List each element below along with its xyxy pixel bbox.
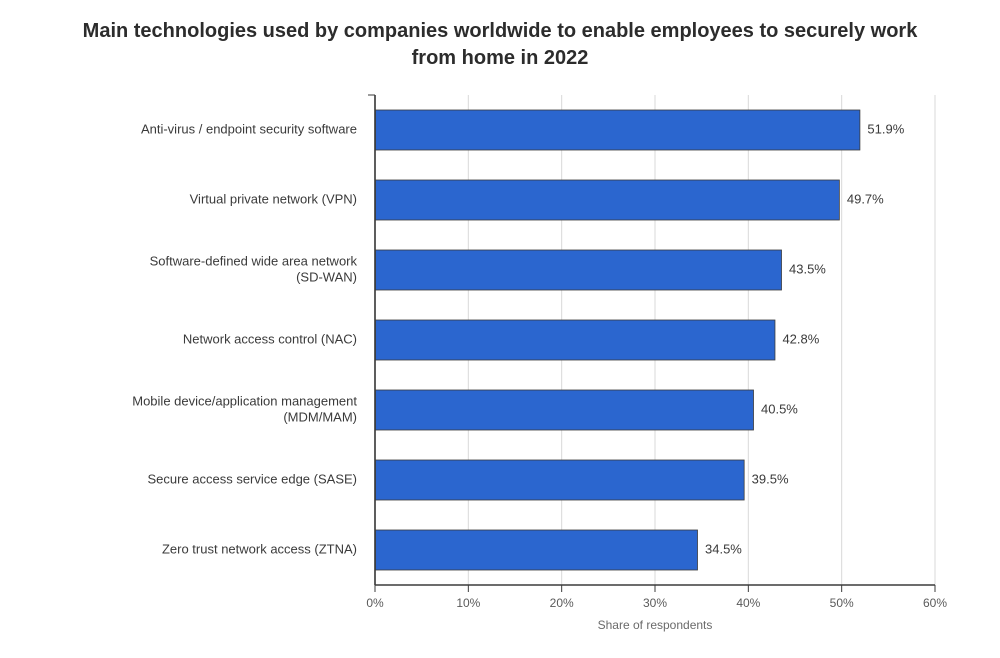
bar-value-label: 51.9%	[867, 121, 904, 136]
x-tick-label: 40%	[736, 596, 760, 610]
bar	[376, 530, 698, 570]
bar	[376, 320, 775, 360]
bar	[376, 250, 782, 290]
x-tick-label: 10%	[456, 596, 480, 610]
category-label: Anti-virus / endpoint security software	[141, 121, 357, 136]
category-label: Virtual private network (VPN)	[190, 191, 357, 206]
bar-value-label: 40.5%	[761, 401, 798, 416]
bar-value-label: 39.5%	[752, 471, 789, 486]
bar	[376, 110, 860, 150]
category-label: Mobile device/application management(MDM…	[132, 393, 357, 424]
x-axis-label: Share of respondents	[598, 618, 713, 632]
bar-chart: 0% 10% 20% 30% 40% 50% 60% 51.9% Anti-virus / en…	[0, 0, 1000, 658]
x-tick-label: 50%	[830, 596, 854, 610]
bar-value-label: 42.8%	[782, 331, 819, 346]
bar-value-label: 43.5%	[789, 261, 826, 276]
bar	[376, 390, 754, 430]
x-tick-label: 60%	[923, 596, 947, 610]
bar-value-label: 34.5%	[705, 541, 742, 556]
x-tick-label: 30%	[643, 596, 667, 610]
category-label: Network access control (NAC)	[183, 331, 357, 346]
category-label: Secure access service edge (SASE)	[147, 471, 357, 486]
category-label: Zero trust network access (ZTNA)	[162, 541, 357, 556]
x-tick-label: 0%	[366, 596, 384, 610]
category-label: Software-defined wide area network(SD-WA…	[150, 253, 358, 284]
bar	[376, 460, 745, 500]
bar	[376, 180, 840, 220]
x-tick-label: 20%	[550, 596, 574, 610]
bar-value-label: 49.7%	[847, 191, 884, 206]
